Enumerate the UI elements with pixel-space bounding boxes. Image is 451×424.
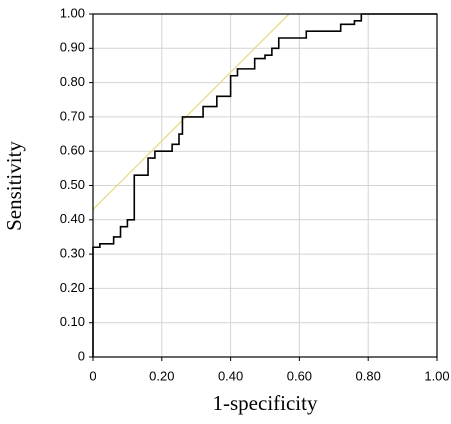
y-tick-label: 0.40 [60, 211, 85, 226]
x-axis-title: 1-specificity [213, 391, 318, 415]
y-tick-label: 0.70 [60, 108, 85, 123]
y-tick-label: 0.50 [60, 177, 85, 192]
y-tick-label: 0.80 [60, 74, 85, 89]
x-tick-label: 0.80 [356, 368, 381, 383]
y-tick-label: 0.10 [60, 314, 85, 329]
x-tick-label: 0.20 [149, 368, 174, 383]
y-tick-label: 0.90 [60, 40, 85, 55]
y-tick-label: 1.00 [60, 5, 85, 20]
y-axis-title: Sensitivity [2, 141, 26, 231]
y-tick-label: 0 [78, 348, 85, 363]
plot-frame [92, 13, 438, 358]
y-tick-label: 0.30 [60, 246, 85, 261]
series-line [92, 13, 437, 357]
x-tick-label: 1.00 [424, 368, 449, 383]
y-tick-label: 0.60 [60, 143, 85, 158]
series-line [92, 13, 290, 210]
x-tick-label: 0 [89, 368, 96, 383]
y-tick-label: 0.20 [60, 280, 85, 295]
x-tick-label: 0.40 [218, 368, 243, 383]
x-tick-label: 0.60 [287, 368, 312, 383]
